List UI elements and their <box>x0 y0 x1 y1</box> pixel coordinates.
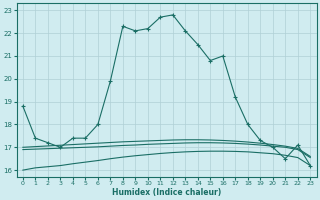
X-axis label: Humidex (Indice chaleur): Humidex (Indice chaleur) <box>112 188 221 197</box>
